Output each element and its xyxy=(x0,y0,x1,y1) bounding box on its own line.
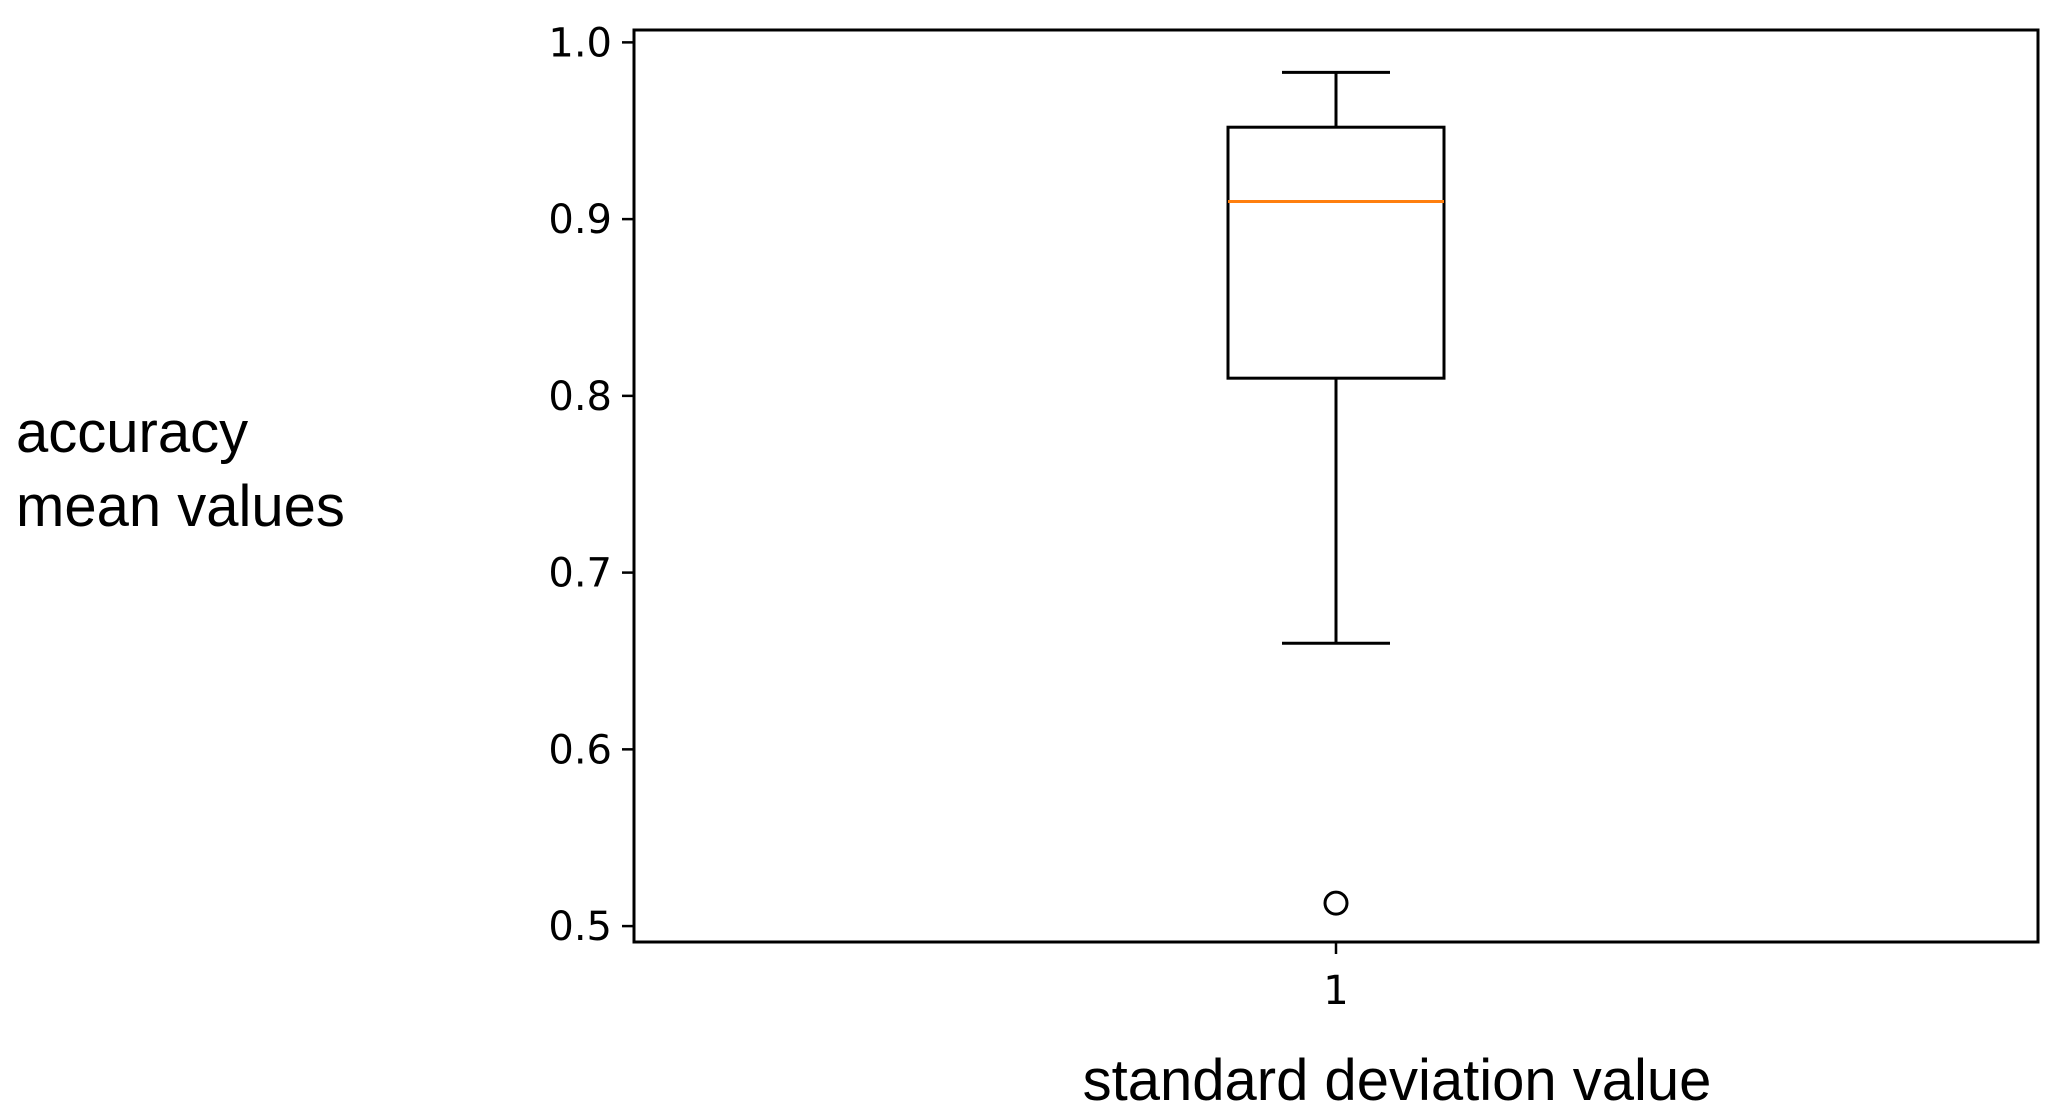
x-axis-ticks: 1 xyxy=(1323,942,1349,1014)
y-axis-title-line-1: accuracy xyxy=(16,400,248,465)
y-tick-label: 0.8 xyxy=(548,374,612,420)
y-axis-title-line-2: mean values xyxy=(16,474,345,539)
y-axis-ticks: 0.5 0.6 0.7 0.8 0.9 1.0 xyxy=(548,20,634,950)
x-axis-title: standard deviation value xyxy=(1083,1048,1712,1113)
outlier-point xyxy=(1323,890,1349,916)
y-tick-label: 0.9 xyxy=(548,197,612,243)
x-tick-label: 1 xyxy=(1323,968,1348,1014)
box-iqr xyxy=(1226,125,1446,380)
y-tick-label: 1.0 xyxy=(548,20,612,66)
y-tick-label: 0.5 xyxy=(548,904,612,950)
y-tick-label: 0.7 xyxy=(548,551,612,597)
y-tick-label: 0.6 xyxy=(548,727,612,773)
box-group xyxy=(1226,70,1446,916)
